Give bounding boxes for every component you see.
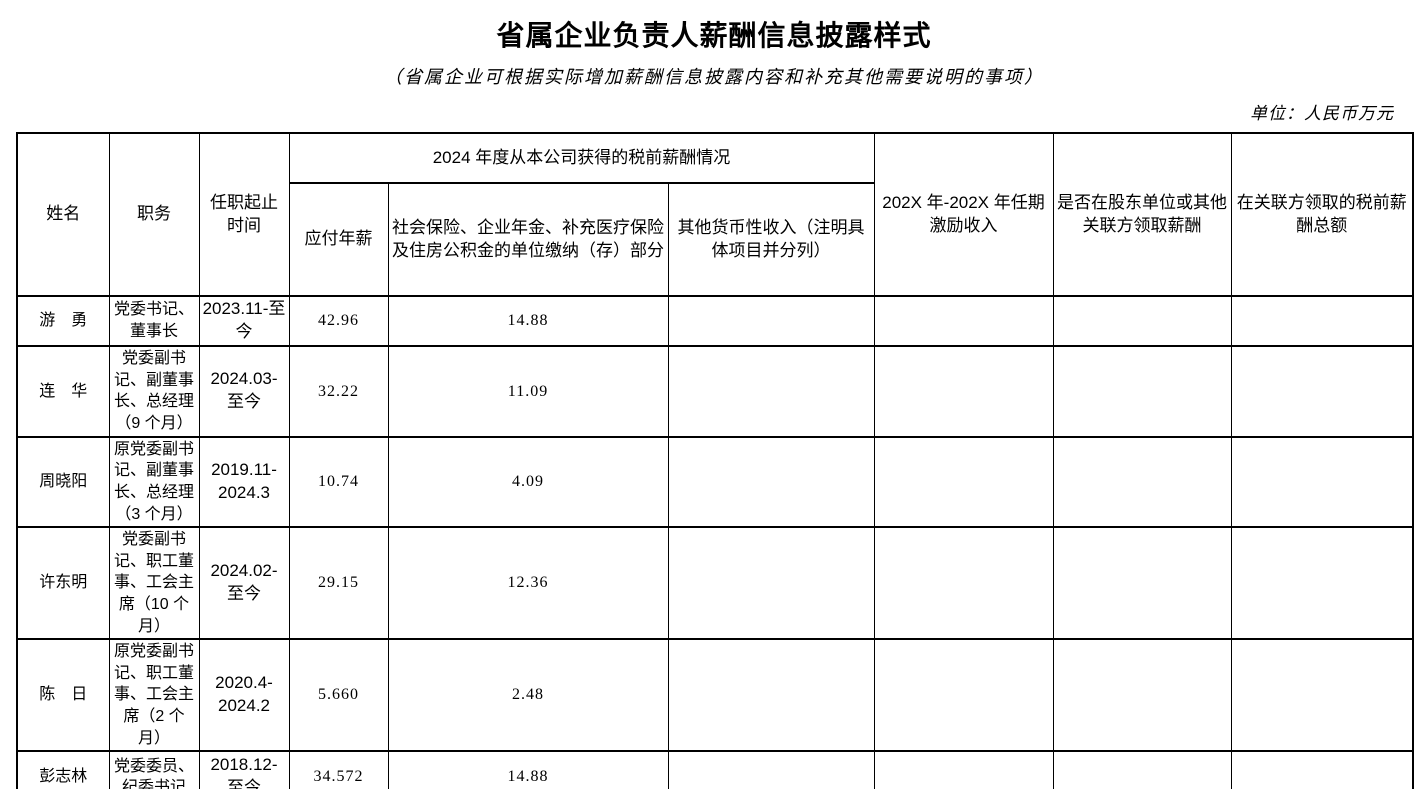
cell-related-party-total: [1230, 295, 1414, 347]
cell-social-insurance: 2.48: [387, 638, 669, 753]
cell-term: 2019.11-2024.3: [198, 435, 290, 529]
col-header-related-party-flag: 是否在股东单位或其他关联方领取薪酬: [1052, 132, 1232, 297]
col-header-term: 任职起止时间: [198, 132, 290, 297]
table-row: 周晓阳 原党委副书记、副董事长、总经理（3 个月） 2019.11-2024.3…: [16, 435, 1414, 529]
cell-related-party-flag: [1052, 435, 1232, 529]
col-header-position: 职务: [108, 132, 200, 297]
cell-annual-salary: 34.572: [288, 750, 389, 789]
cell-other-income: [667, 750, 875, 789]
cell-other-income: [667, 526, 875, 641]
cell-term: 2024.02-至今: [198, 526, 290, 641]
cell-related-party-total: [1230, 526, 1414, 641]
cell-social-insurance: 14.88: [387, 750, 669, 789]
cell-other-income: [667, 638, 875, 753]
cell-related-party-flag: [1052, 344, 1232, 438]
cell-related-party-total: [1230, 638, 1414, 753]
cell-position: 党委副书记、职工董事、工会主席（10 个月）: [108, 526, 200, 641]
cell-term-incentive: [873, 526, 1054, 641]
cell-name: 连 华: [16, 344, 110, 438]
table-row: 陈 日 原党委副书记、职工董事、工会主席（2 个月） 2020.4-2024.2…: [16, 638, 1414, 753]
table-row: 连 华 党委副书记、副董事长、总经理（9 个月） 2024.03-至今 32.2…: [16, 344, 1414, 438]
cell-position: 党委书记、董事长: [108, 295, 200, 347]
cell-name: 周晓阳: [16, 435, 110, 529]
header-row-group: 姓名 职务 任职起止时间 2024 年度从本公司获得的税前薪酬情况 202X 年…: [16, 132, 1414, 297]
col-header-related-party-total: 在关联方领取的税前薪酬总额: [1230, 132, 1414, 297]
header-row-sub: 应付年薪 社会保险、企业年金、补充医疗保险及住房公积金的单位缴纳（存）部分 其他…: [17, 182, 1413, 297]
cell-related-party-flag: [1052, 638, 1232, 753]
cell-related-party-flag: [1052, 750, 1232, 789]
col-header-annual-salary: 应付年薪: [288, 182, 389, 297]
table-row: 许东明 党委副书记、职工董事、工会主席（10 个月） 2024.02-至今 29…: [16, 526, 1414, 641]
unit-note: 单位：人民币万元: [1250, 104, 1394, 123]
cell-term-incentive: [873, 435, 1054, 529]
cell-name: 陈 日: [16, 638, 110, 753]
cell-name: 游 勇: [16, 295, 110, 347]
cell-annual-salary: 29.15: [288, 526, 389, 641]
salary-table: 姓名 职务 任职起止时间 2024 年度从本公司获得的税前薪酬情况 202X 年…: [16, 132, 1414, 789]
cell-position: 党委副书记、副董事长、总经理（9 个月）: [108, 344, 200, 438]
col-header-name: 姓名: [16, 132, 110, 297]
cell-annual-salary: 42.96: [288, 295, 389, 347]
cell-related-party-total: [1230, 750, 1414, 789]
cell-other-income: [667, 435, 875, 529]
col-header-other-income: 其他货币性收入（注明具体项目并分列）: [667, 182, 875, 297]
cell-term-incentive: [873, 750, 1054, 789]
cell-annual-salary: 32.22: [288, 344, 389, 438]
cell-name: 许东明: [16, 526, 110, 641]
page-subtitle: （省属企业可根据实际增加薪酬信息披露内容和补充其他需要说明的事项）: [384, 67, 1044, 87]
cell-annual-salary: 5.660: [288, 638, 389, 753]
table-row: 彭志林 党委委员、纪委书记 2018.12-至今 34.572 14.88: [16, 750, 1414, 789]
cell-social-insurance: 14.88: [387, 295, 669, 347]
page-title: 省属企业负责人薪酬信息披露样式: [496, 20, 932, 51]
table-row: 游 勇 党委书记、董事长 2023.11-至今 42.96 14.88: [16, 295, 1414, 347]
cell-social-insurance: 12.36: [387, 526, 669, 641]
cell-position: 党委委员、纪委书记: [108, 750, 200, 789]
cell-annual-salary: 10.74: [288, 435, 389, 529]
cell-term-incentive: [873, 344, 1054, 438]
cell-term-incentive: [873, 295, 1054, 347]
document-page: 省属企业负责人薪酬信息披露样式 （省属企业可根据实际增加薪酬信息披露内容和补充其…: [0, 14, 1428, 789]
cell-social-insurance: 4.09: [387, 435, 669, 529]
cell-related-party-flag: [1052, 526, 1232, 641]
cell-related-party-total: [1230, 435, 1414, 529]
cell-term: 2023.11-至今: [198, 295, 290, 347]
col-header-salary-2024-group: 2024 年度从本公司获得的税前薪酬情况: [288, 132, 875, 184]
col-header-term-incentive: 202X 年-202X 年任期激励收入: [873, 132, 1054, 297]
cell-term: 2020.4-2024.2: [198, 638, 290, 753]
cell-term: 2024.03-至今: [198, 344, 290, 438]
cell-position: 原党委副书记、副董事长、总经理（3 个月）: [108, 435, 200, 529]
col-header-social-insurance: 社会保险、企业年金、补充医疗保险及住房公积金的单位缴纳（存）部分: [387, 182, 669, 297]
cell-other-income: [667, 344, 875, 438]
cell-social-insurance: 11.09: [387, 344, 669, 438]
cell-related-party-flag: [1052, 295, 1232, 347]
cell-name: 彭志林: [16, 750, 110, 789]
cell-term-incentive: [873, 638, 1054, 753]
cell-position: 原党委副书记、职工董事、工会主席（2 个月）: [108, 638, 200, 753]
cell-related-party-total: [1230, 344, 1414, 438]
cell-other-income: [667, 295, 875, 347]
cell-term: 2018.12-至今: [198, 750, 290, 789]
